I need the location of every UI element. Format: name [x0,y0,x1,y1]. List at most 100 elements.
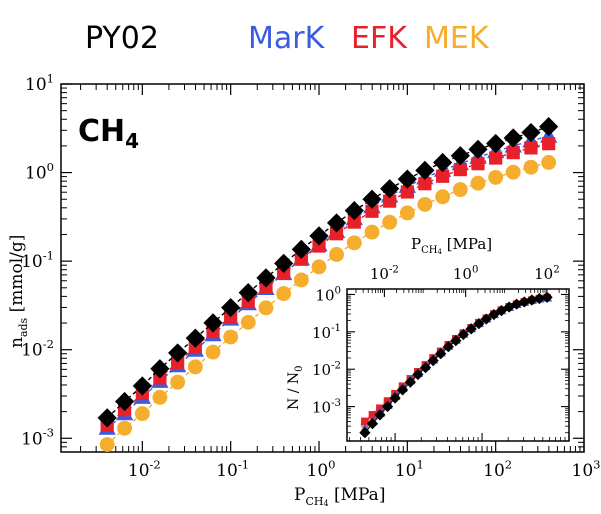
main-data-point [524,141,538,155]
inset-data-point [381,400,394,413]
main-data-point [436,169,450,183]
main-series-layer [97,117,559,452]
main-data-point [541,155,557,170]
legend: PY02 MarK EFK MEK [85,21,490,56]
legend-label-efk: EFK [351,21,408,56]
main-data-point [187,359,203,375]
main-data-point [256,268,276,288]
main-data-point [346,235,362,251]
inset-y-tick-label: 10-3 [312,398,341,417]
inset-data-point [465,323,477,335]
main-data-point [380,179,400,199]
inset-data-point [404,376,416,388]
main-data-point [489,151,503,165]
main-tick-labels: 10-2 10-1 100 101 102 103 10-3 10-2 10-1 100 101 [21,71,600,481]
inset-y-tick-label: 10-2 [312,360,341,379]
main-data-point [276,286,292,302]
main-x-tick-label: 101 [395,457,424,481]
main-y-tick-label: 101 [25,71,54,95]
main-y-tick-label: 10-2 [21,337,54,361]
inset-y-tick-label: 10-1 [312,323,341,342]
main-series-py02 [97,117,559,428]
main-data-point [400,185,414,199]
main-plot-frame [60,83,585,453]
inset-data-point [442,341,454,353]
main-data-point [523,159,539,175]
main-tick-marks [61,83,585,452]
main-data-point [132,376,152,396]
main-y-tick-label: 100 [25,160,54,184]
inset-data-point [473,318,485,330]
inset-data-point [435,348,447,360]
main-data-point [258,300,274,316]
main-data-point [521,122,541,143]
main-data-point [168,343,188,363]
main-data-point [397,169,417,189]
main-data-point [205,344,221,360]
inset-data-point [419,362,432,374]
main-data-point [293,272,309,288]
main-data-point [240,314,256,330]
inset-data-point [427,354,439,367]
main-x-tick-label: 10-2 [128,457,161,481]
inset-top-x-axis-label: PCH4 [MPa] [411,235,492,256]
inset-panel: 10-2 100 102 10-3 10-2 10-1 100 PCH4 [MPa] N /… [286,235,570,442]
main-data-point [99,437,115,452]
inset-series-py02 [359,291,553,439]
main-data-point [311,259,327,275]
main-x-tick-label: 103 [572,457,601,481]
inset-y-tick-label: 100 [315,286,341,305]
main-y-tick-label: 10-1 [21,248,54,272]
main-data-point [238,283,258,303]
inset-data-point [457,328,469,341]
main-data-point [539,117,559,137]
inset-top-x-tick-label: 102 [534,264,560,283]
inset-data-point [533,292,546,305]
inset-data-point [526,294,538,306]
main-data-point [383,194,397,208]
inset-data-point [495,304,508,317]
main-data-point [364,224,380,240]
main-data-point [503,128,523,148]
main-data-point [452,182,468,198]
main-data-point [418,177,432,191]
legend-label-mek: MEK [424,21,490,56]
main-data-point [486,133,506,154]
main-data-point [471,157,485,171]
main-data-point [468,139,488,159]
main-data-point [417,196,433,212]
main-data-point [399,205,415,221]
inset-data-point [518,296,530,308]
main-data-point [115,391,135,412]
inset-series-layer [359,291,553,439]
main-data-point [450,146,470,166]
main-data-point [453,163,467,177]
main-data-point [505,164,521,180]
main-y-axis-label: nads [mmol/g] [7,235,30,348]
main-data-point [365,204,379,218]
inset-data-point [412,368,424,381]
legend-label-mark: MarK [248,21,326,56]
inset-data-point [368,411,377,419]
main-data-point [152,389,168,405]
main-data-point [185,328,205,348]
inset-data-point [361,417,369,426]
main-data-point [542,137,556,151]
main-data-point [170,374,186,390]
inset-data-point [480,313,492,325]
main-data-point [470,175,486,191]
main-x-tick-label: 102 [483,457,512,481]
inset-data-point [366,418,379,430]
inset-tick-marks [347,289,570,441]
inset-tick-labels: 10-2 100 102 10-3 10-2 10-1 100 [312,264,560,416]
inset-data-point [374,409,386,421]
main-data-point [274,253,294,273]
main-data-point [97,408,117,428]
inset-y-axis-label: N / N0 [286,366,305,411]
methane-annotation-sub: 4 [125,129,139,153]
main-data-point [415,160,435,180]
main-data-point [117,420,133,436]
inset-top-x-tick-label: 100 [453,264,479,283]
main-data-point [329,247,344,262]
